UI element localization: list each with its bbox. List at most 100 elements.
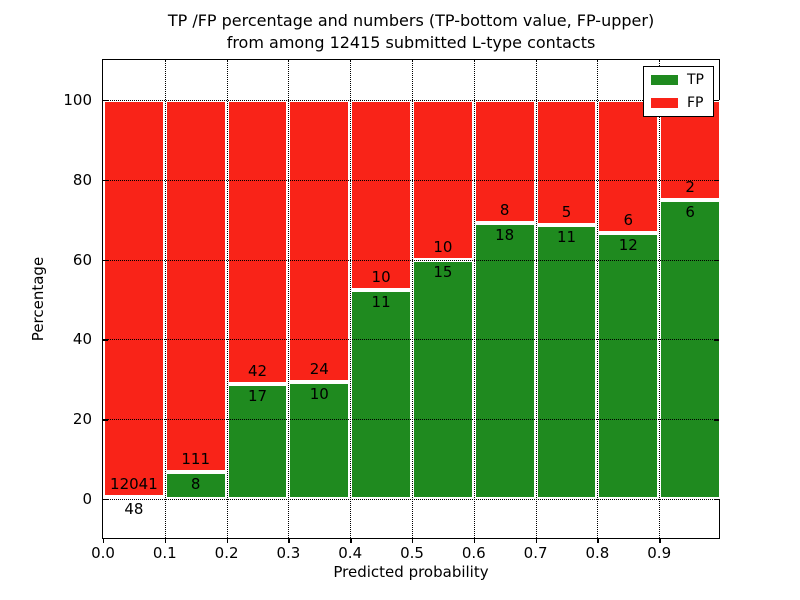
y-tick-mark	[714, 339, 719, 341]
fp-bar-segment	[473, 100, 536, 223]
x-axis-label: Predicted probability	[333, 563, 489, 581]
x-tick-mark	[288, 538, 290, 543]
tp-count-label: 18	[495, 225, 515, 244]
v-gridline	[288, 60, 290, 538]
fp-bar-segment	[597, 100, 660, 233]
chart-title: TP /FP percentage and numbers (TP-bottom…	[102, 10, 720, 54]
fp-count-label: 6	[623, 211, 634, 229]
tp-count-label: 48	[124, 500, 144, 519]
tp-count-label: 11	[371, 293, 391, 311]
fp-count-label: 24	[309, 359, 329, 378]
legend-tp-label: TP	[687, 72, 704, 88]
x-tick-mark	[226, 538, 228, 543]
x-tick-label: 0.8	[585, 544, 610, 562]
x-tick-label: 0.2	[214, 544, 239, 562]
fp-count-label: 8	[499, 200, 510, 219]
h-gridline	[103, 419, 719, 421]
fp-count-label: 42	[247, 362, 268, 381]
legend: TP FP	[643, 66, 714, 117]
tp-bar-segment	[288, 381, 351, 499]
tp-count-label: 6	[685, 202, 695, 221]
x-tick-label: 0.6	[461, 544, 486, 562]
v-gridline	[473, 60, 475, 538]
x-tick-label: 0.3	[276, 544, 301, 562]
h-gridline	[103, 339, 719, 341]
y-axis-label: Percentage	[29, 256, 47, 342]
v-gridline	[535, 60, 537, 538]
v-gridline	[350, 60, 352, 538]
y-tick-label: 100	[63, 91, 92, 109]
x-tick-label: 0.7	[523, 544, 548, 562]
x-tick-label: 0.0	[91, 544, 115, 562]
x-tick-mark	[103, 538, 105, 543]
tp-bar-segment	[103, 497, 165, 500]
fp-count-label: 10	[371, 268, 391, 286]
tp-bar-segment	[597, 233, 660, 499]
legend-entry-tp: TP	[651, 72, 704, 88]
y-tick-mark	[714, 419, 719, 421]
tp-count-label: 8	[190, 475, 201, 494]
fp-count-label: 5	[561, 202, 572, 221]
y-tick-mark	[714, 259, 719, 261]
x-tick-label: 0.4	[338, 544, 363, 562]
y-tick-label: 0	[82, 490, 92, 508]
v-gridline	[226, 60, 228, 538]
tp-bar-segment	[350, 290, 412, 499]
v-gridline	[412, 60, 413, 538]
fp-bar-segment	[350, 100, 412, 290]
tp-count-label: 12	[618, 236, 638, 254]
legend-tp-swatch	[651, 75, 678, 85]
tp-bar-segment	[535, 224, 598, 499]
h-gridline	[103, 499, 719, 500]
x-tick-mark	[164, 538, 167, 543]
tp-bar-segment	[412, 259, 474, 499]
v-gridline	[597, 60, 599, 538]
fp-count-label: 2	[685, 177, 695, 196]
legend-fp-label: FP	[687, 95, 704, 111]
tp-bar-segment	[473, 222, 536, 499]
x-tick-mark	[412, 538, 414, 543]
h-gridline	[103, 100, 719, 101]
tp-count-label: 11	[556, 227, 577, 246]
v-gridline	[659, 60, 661, 538]
fp-count-label: 111	[181, 450, 211, 469]
y-tick-mark	[103, 179, 108, 182]
x-tick-label: 0.9	[647, 544, 672, 562]
y-tick-mark	[714, 179, 719, 182]
y-tick-label: 60	[72, 250, 92, 269]
plot-area: TP FP 12041 48 111 8 42 17 24 10 10 11 10 15 8 18 5 11 6…	[63, 59, 721, 562]
y-tick-mark	[103, 259, 108, 261]
h-gridline	[103, 179, 719, 181]
fp-bar-segment	[226, 100, 289, 385]
x-tick-mark	[659, 538, 661, 543]
y-tick-mark	[714, 100, 719, 102]
y-tick-mark	[103, 499, 108, 501]
fp-count-label: 10	[433, 237, 453, 256]
x-tick-mark	[473, 538, 476, 543]
x-tick-label: 0.1	[152, 544, 177, 562]
legend-entry-fp: FP	[651, 95, 704, 111]
fp-bar-segment	[103, 100, 165, 498]
y-tick-mark	[103, 419, 108, 421]
x-tick-label: 0.5	[400, 544, 424, 562]
fp-bar-segment	[164, 100, 227, 473]
v-gridline	[164, 60, 166, 538]
tp-count-label: 15	[433, 262, 453, 281]
y-tick-mark	[103, 100, 108, 102]
x-tick-mark	[597, 538, 599, 543]
chart-title-line2: from among 12415 submitted L-type contac…	[226, 33, 596, 52]
tp-bar-segment	[164, 472, 227, 499]
tp-count-label: 10	[309, 384, 329, 403]
legend-fp-swatch	[651, 98, 678, 108]
h-gridline	[103, 259, 719, 261]
chart-title-line1: TP /FP percentage and numbers (TP-bottom…	[167, 11, 655, 30]
fp-count-label: 12041	[110, 475, 158, 494]
tp-bar-segment	[659, 199, 721, 499]
y-tick-mark	[103, 339, 108, 341]
y-tick-mark	[714, 499, 719, 501]
y-tick-label: 80	[72, 170, 92, 189]
y-tick-label: 20	[72, 410, 92, 429]
x-tick-mark	[350, 538, 352, 543]
fp-bar-segment	[288, 100, 351, 382]
